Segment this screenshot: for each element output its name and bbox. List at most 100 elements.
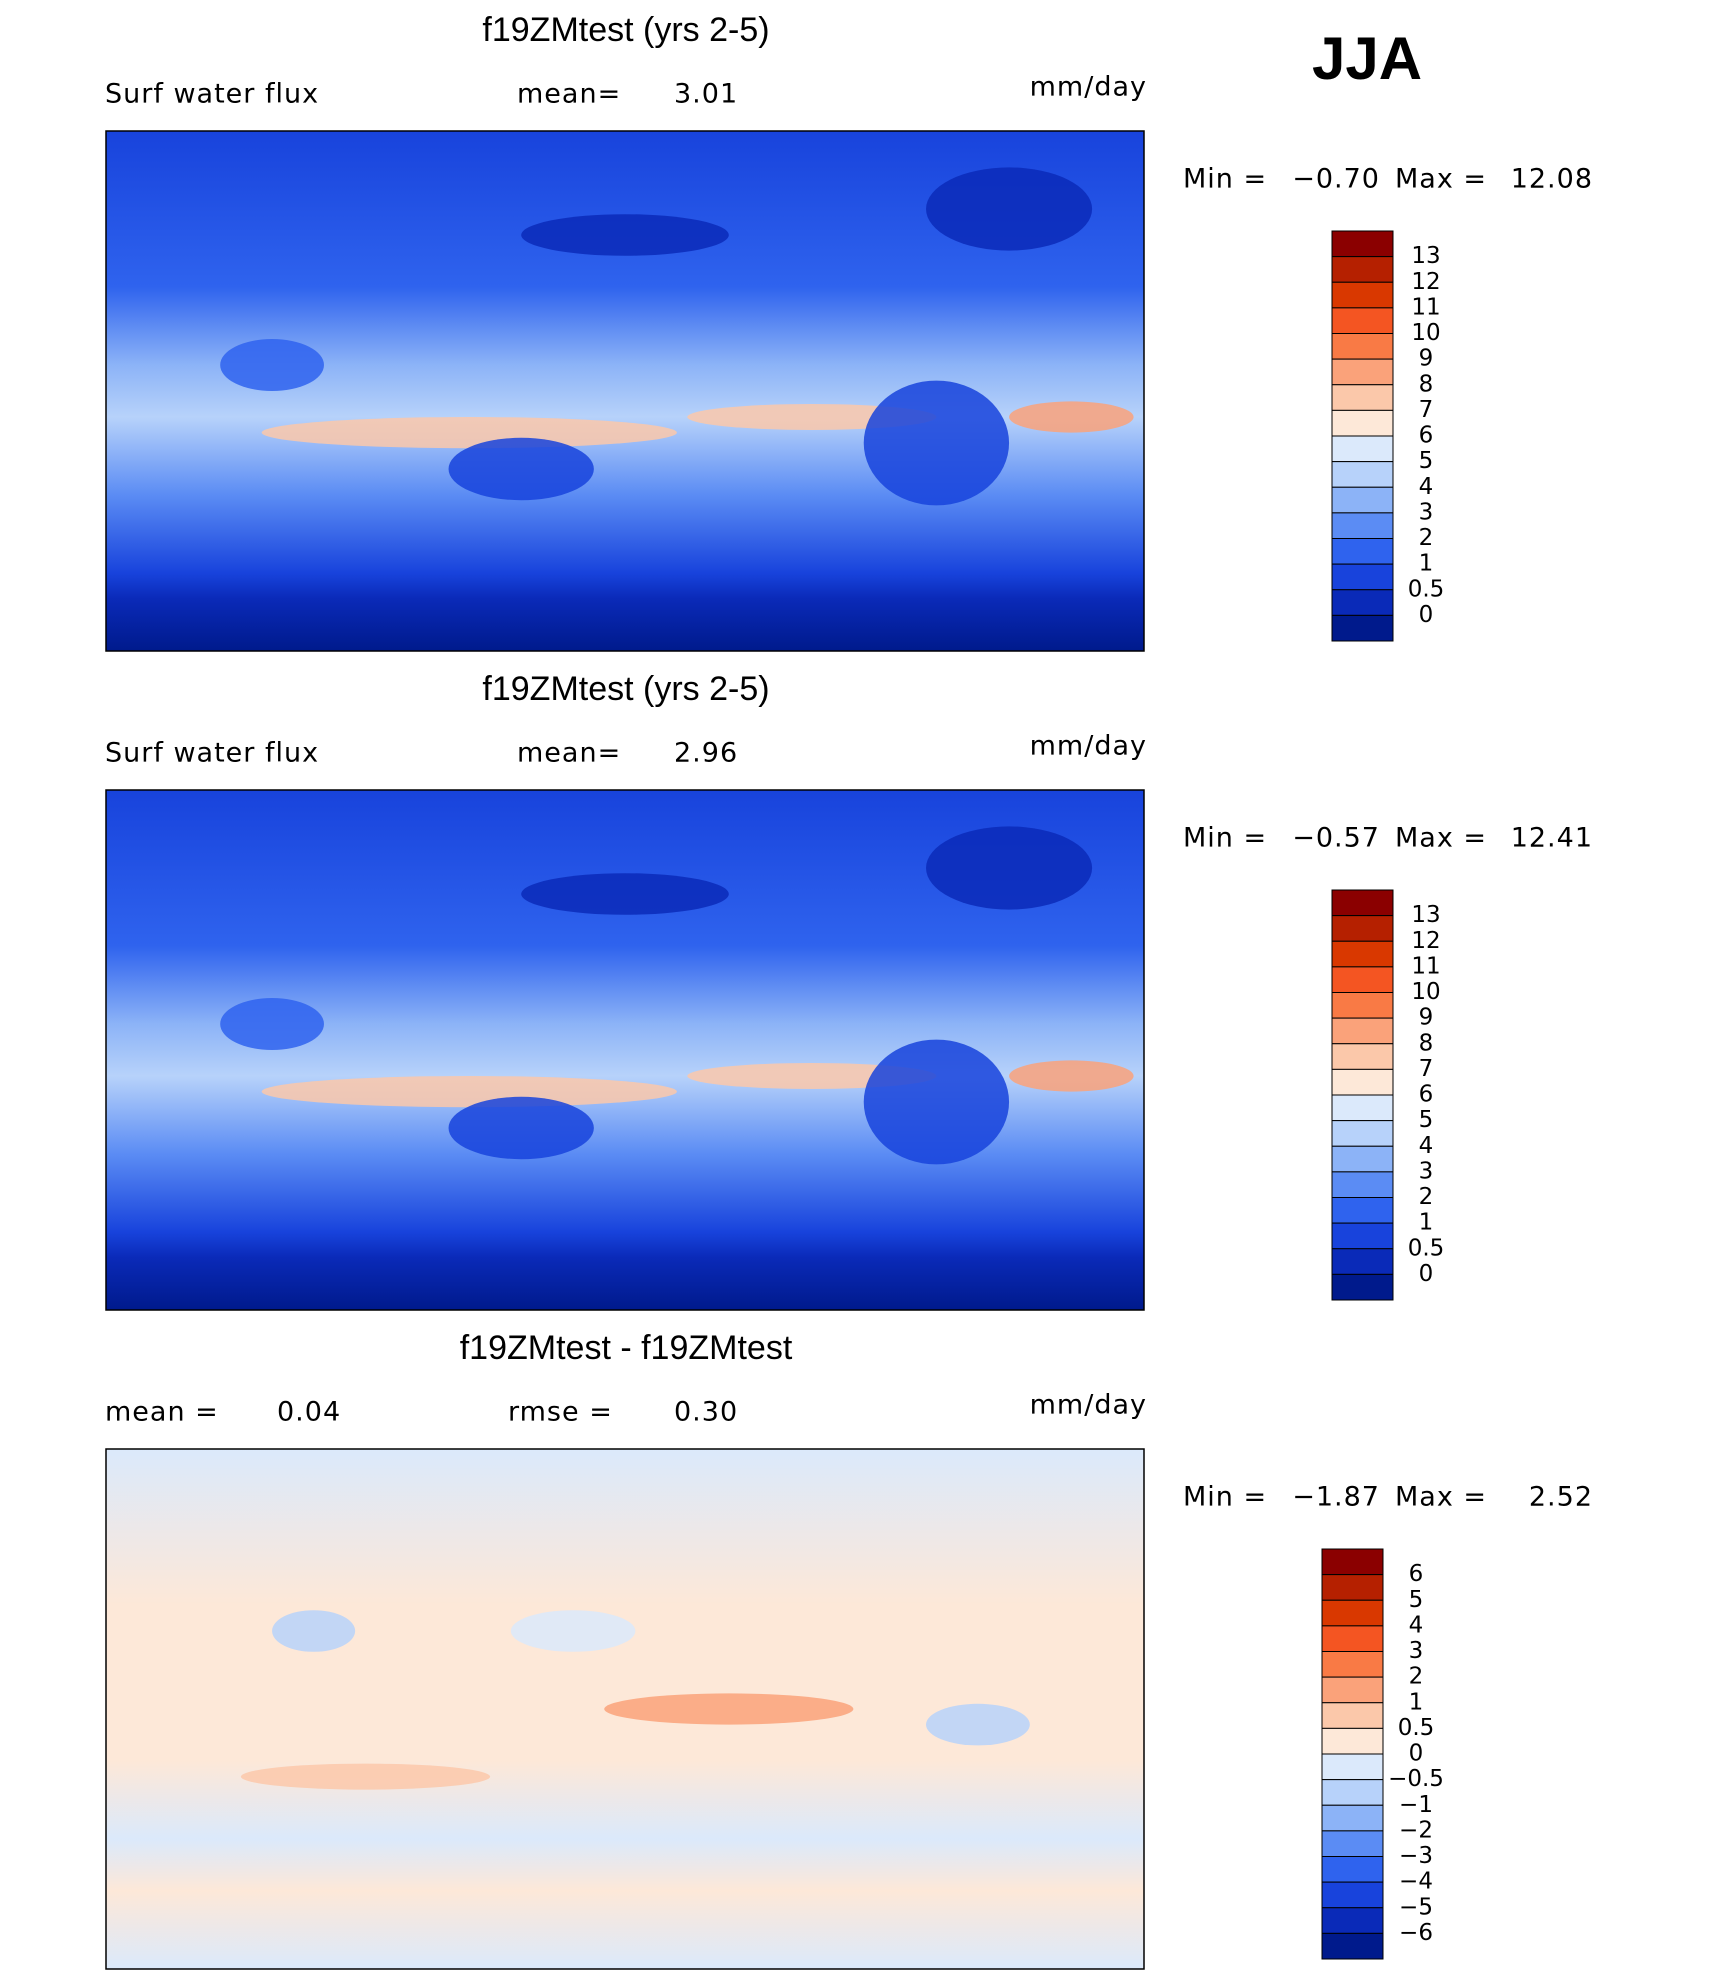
colorbar-label: −0.5 xyxy=(1388,1766,1444,1792)
map-frame xyxy=(105,1448,1145,1970)
colorbar-box xyxy=(1321,1856,1384,1883)
colorbar-box xyxy=(1331,1273,1394,1301)
colorbar-box xyxy=(1321,1932,1384,1960)
min-label: Min = xyxy=(1183,1482,1267,1513)
colorbar-box xyxy=(1321,1548,1384,1576)
colorbar-label: 2 xyxy=(1409,1664,1424,1690)
colorbar-box xyxy=(1321,1599,1384,1627)
units: mm/day xyxy=(1030,72,1147,103)
map-feature xyxy=(926,826,1093,910)
colorbar-box xyxy=(1331,915,1394,942)
subtitle: mean = xyxy=(105,1397,219,1428)
colorbar-box xyxy=(1321,1753,1384,1781)
colorbar-box xyxy=(1331,333,1394,360)
colorbar-box xyxy=(1331,486,1394,514)
max-value: 2.52 xyxy=(1529,1482,1593,1513)
colorbar-label: 3 xyxy=(1419,499,1434,525)
max-value: 12.41 xyxy=(1511,823,1593,854)
colorbar-box xyxy=(1321,1574,1384,1601)
colorbar-label: 4 xyxy=(1419,474,1434,500)
colorbar-box xyxy=(1331,992,1394,1019)
map-feature xyxy=(272,1610,356,1652)
map-feature xyxy=(1009,401,1134,433)
colorbar-label: 0.5 xyxy=(1408,576,1445,602)
colorbar-label: −4 xyxy=(1399,1869,1433,1895)
map-feature xyxy=(926,1703,1030,1746)
colorbar-label: 6 xyxy=(1409,1561,1424,1587)
subtitle: mean= xyxy=(517,738,621,769)
max-label: Max = xyxy=(1395,164,1487,195)
min-value: −1.87 xyxy=(1292,1482,1380,1513)
colorbar-box xyxy=(1321,1625,1384,1652)
subtitle: Surf water flux xyxy=(105,738,319,769)
map-feature xyxy=(448,437,594,501)
colorbar-box xyxy=(1331,1171,1394,1198)
colorbar-box xyxy=(1331,1197,1394,1224)
colorbar-box xyxy=(1331,1145,1394,1173)
colorbar-box xyxy=(1331,358,1394,386)
map-feature xyxy=(448,1096,594,1160)
colorbar-label: 9 xyxy=(1419,346,1434,372)
colorbar-box xyxy=(1321,1804,1384,1832)
subtitle: 0.04 xyxy=(277,1397,341,1428)
colorbar-box xyxy=(1331,461,1394,488)
colorbar-label: 0 xyxy=(1419,1261,1434,1287)
colorbar-label: −2 xyxy=(1399,1817,1433,1843)
colorbar-box xyxy=(1331,966,1394,993)
colorbar-label: 13 xyxy=(1411,243,1440,269)
colorbar-label: −5 xyxy=(1399,1894,1433,1920)
colorbar-box xyxy=(1331,512,1394,539)
colorbar-label: 4 xyxy=(1409,1612,1424,1638)
colorbar-label: 8 xyxy=(1419,1030,1434,1056)
colorbar-label: 13 xyxy=(1411,902,1440,928)
colorbar-label: 11 xyxy=(1411,294,1440,320)
colorbar-label: 12 xyxy=(1411,269,1440,295)
colorbar-label: 1 xyxy=(1409,1689,1424,1715)
panel-title: f19ZMtest - f19ZMtest xyxy=(460,1329,793,1367)
colorbar-label: −6 xyxy=(1399,1920,1433,1946)
colorbar-label: 0 xyxy=(1409,1741,1424,1767)
colorbar-box xyxy=(1321,1727,1384,1755)
map-feature xyxy=(863,1039,1010,1165)
map-frame xyxy=(105,130,1145,652)
map-feature xyxy=(926,167,1093,251)
colorbar-box xyxy=(1331,435,1394,463)
colorbar-box xyxy=(1331,563,1394,591)
colorbar-box xyxy=(1331,1222,1394,1250)
colorbar-label: 9 xyxy=(1419,1005,1434,1031)
subtitle: 0.30 xyxy=(674,1397,738,1428)
colorbar-label: 3 xyxy=(1409,1638,1424,1664)
colorbar-box xyxy=(1331,230,1394,258)
colorbar-box xyxy=(1331,256,1394,283)
colorbar-label: 0 xyxy=(1419,602,1434,628)
max-value: 12.08 xyxy=(1511,164,1593,195)
colorbar-label: 4 xyxy=(1419,1133,1434,1159)
map-feature xyxy=(240,1763,491,1790)
min-value: −0.70 xyxy=(1292,164,1380,195)
colorbar-label: 7 xyxy=(1419,397,1434,423)
colorbar-box xyxy=(1321,1881,1384,1909)
colorbar-box xyxy=(1321,1676,1384,1704)
map-feature xyxy=(521,214,729,256)
colorbar-box xyxy=(1331,1068,1394,1096)
colorbar-label: 6 xyxy=(1419,423,1434,449)
map-feature xyxy=(261,417,677,449)
map-feature xyxy=(261,1076,677,1108)
colorbar-label: 10 xyxy=(1411,320,1440,346)
colorbar-label: 1 xyxy=(1419,551,1434,577)
min-value: −0.57 xyxy=(1292,823,1380,854)
colorbar-label: 3 xyxy=(1419,1158,1434,1184)
colorbar-label: 0.5 xyxy=(1398,1715,1435,1741)
max-label: Max = xyxy=(1395,823,1487,854)
colorbar-label: 10 xyxy=(1411,979,1440,1005)
map-feature xyxy=(220,998,324,1050)
colorbar-label: 0.5 xyxy=(1408,1235,1445,1261)
map-frame xyxy=(105,789,1145,1311)
colorbar-label: −3 xyxy=(1399,1843,1433,1869)
colorbar-box xyxy=(1321,1779,1384,1806)
colorbar-label: 2 xyxy=(1419,1184,1434,1210)
subtitle: Surf water flux xyxy=(105,79,319,110)
colorbar-box xyxy=(1321,1651,1384,1678)
colorbar-box xyxy=(1331,940,1394,968)
